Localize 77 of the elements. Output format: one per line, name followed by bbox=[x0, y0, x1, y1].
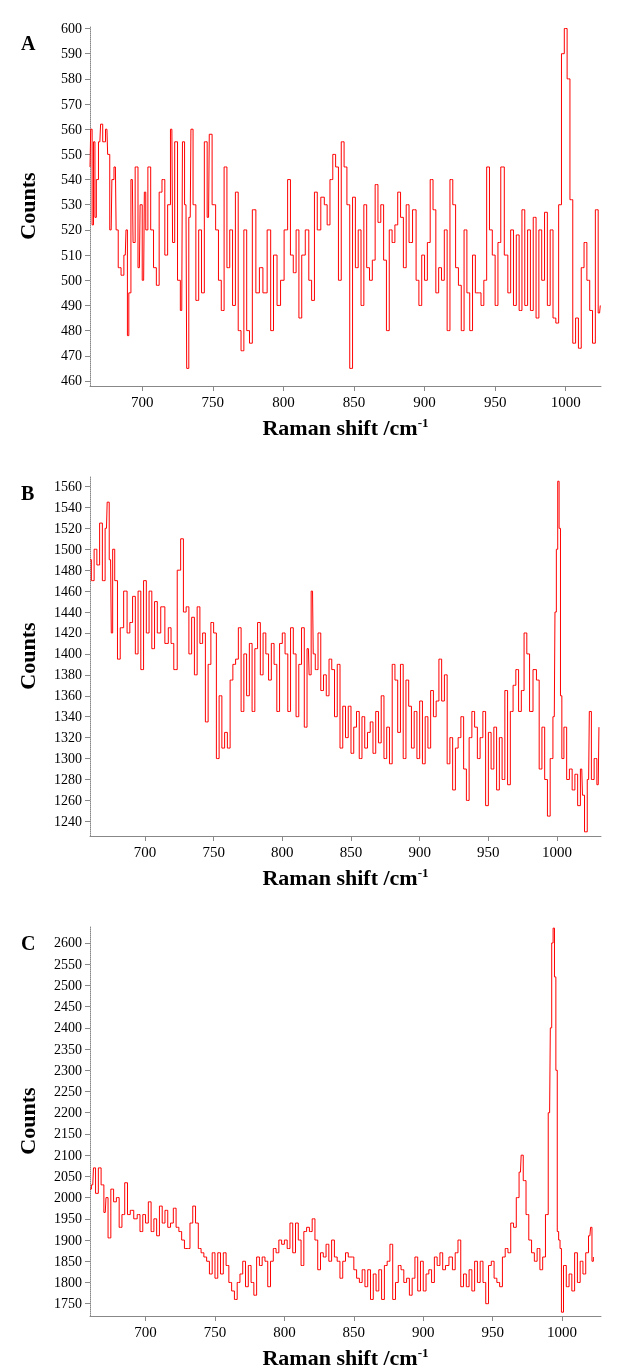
y-axis-title: Counts bbox=[14, 171, 40, 240]
x-tick-label: 700 bbox=[134, 1323, 157, 1340]
y-tick-label: 2500 bbox=[54, 977, 82, 993]
y-tick-label: 540 bbox=[61, 172, 82, 188]
x-tick-label: 850 bbox=[342, 393, 366, 410]
y-tick-label: 2600 bbox=[54, 935, 82, 951]
y-tick-label: 500 bbox=[61, 272, 82, 288]
y-tick-label: 2350 bbox=[54, 1041, 82, 1057]
y-tick-label: 1380 bbox=[54, 667, 82, 683]
y-axis-title: Counts bbox=[14, 1086, 40, 1155]
chart-title: B bbox=[21, 482, 35, 504]
y-tick-label: 1850 bbox=[54, 1253, 82, 1269]
x-tick-label: 1000 bbox=[542, 843, 573, 860]
y-tick-label: 1360 bbox=[54, 688, 82, 704]
x-tick-label: 800 bbox=[272, 393, 295, 410]
y-tick-label: 2150 bbox=[54, 1126, 82, 1142]
x-tick-label: 1000 bbox=[547, 1323, 578, 1340]
y-tick-label: 1750 bbox=[54, 1296, 82, 1312]
x-tick-label: 1000 bbox=[550, 393, 581, 410]
y-tick-label: 470 bbox=[61, 348, 82, 364]
y-axis-title: Counts bbox=[14, 621, 40, 690]
y-tick-label: 570 bbox=[61, 96, 82, 112]
x-tick-label: 950 bbox=[483, 393, 507, 410]
chart-title: C bbox=[21, 932, 36, 954]
y-tick-label: 2250 bbox=[54, 1084, 82, 1100]
x-tick-label: 750 bbox=[203, 1323, 227, 1340]
x-tick-label: 800 bbox=[271, 843, 294, 860]
y-tick-label: 480 bbox=[61, 323, 82, 339]
x-tick-label: 750 bbox=[202, 843, 225, 860]
y-tick-label: 520 bbox=[61, 222, 82, 238]
y-tick-label: 530 bbox=[61, 197, 82, 213]
y-tick-label: 590 bbox=[61, 46, 82, 62]
y-tick-label: 2550 bbox=[54, 956, 82, 972]
y-tick-label: 1400 bbox=[54, 646, 82, 662]
y-tick-label: 1500 bbox=[54, 541, 82, 557]
y-tick-label: 2200 bbox=[54, 1105, 82, 1121]
y-tick-label: 2400 bbox=[54, 1020, 82, 1036]
y-tick-label: 1520 bbox=[54, 520, 82, 536]
x-tick-label: 800 bbox=[273, 1323, 296, 1340]
x-tick-label: 950 bbox=[481, 1323, 504, 1340]
y-tick-label: 1340 bbox=[54, 709, 82, 725]
y-tick-label: 2300 bbox=[54, 1062, 82, 1078]
y-tick-label: 1260 bbox=[54, 792, 82, 808]
x-tick-label: 850 bbox=[339, 843, 363, 860]
y-tick-label: 2450 bbox=[54, 999, 82, 1015]
y-tick-label: 1540 bbox=[54, 499, 82, 515]
x-tick-label: 700 bbox=[130, 393, 154, 410]
y-tick-label: 1560 bbox=[54, 478, 82, 494]
y-tick-label: 1440 bbox=[54, 604, 82, 620]
x-tick-label: 700 bbox=[133, 843, 157, 860]
y-tick-label: 2050 bbox=[54, 1168, 82, 1184]
y-tick-label: 1900 bbox=[54, 1232, 82, 1248]
x-tick-label: 900 bbox=[412, 1323, 435, 1340]
y-tick-label: 1320 bbox=[54, 730, 82, 746]
y-tick-label: 1300 bbox=[54, 751, 82, 767]
y-tick-label: 1420 bbox=[54, 625, 82, 641]
y-tick-label: 1800 bbox=[54, 1274, 82, 1290]
y-tick-label: 1240 bbox=[54, 813, 82, 829]
y-tick-label: 1280 bbox=[54, 771, 82, 787]
y-tick-label: 580 bbox=[61, 71, 82, 87]
x-tick-label: 750 bbox=[201, 393, 225, 410]
y-tick-label: 550 bbox=[61, 146, 82, 162]
y-tick-label: 560 bbox=[61, 121, 82, 137]
y-tick-label: 2100 bbox=[54, 1147, 82, 1163]
x-tick-label: 850 bbox=[342, 1323, 366, 1340]
x-tick-label: 950 bbox=[477, 843, 500, 860]
y-tick-label: 510 bbox=[61, 247, 82, 263]
y-tick-label: 1950 bbox=[54, 1211, 82, 1227]
y-tick-label: 460 bbox=[61, 373, 82, 389]
y-tick-label: 1480 bbox=[54, 562, 82, 578]
y-tick-label: 490 bbox=[61, 297, 82, 313]
y-tick-label: 2000 bbox=[54, 1190, 82, 1206]
x-tick-label: 900 bbox=[413, 393, 436, 410]
y-tick-label: 600 bbox=[61, 21, 82, 37]
y-tick-label: 1460 bbox=[54, 583, 82, 599]
x-tick-label: 900 bbox=[408, 843, 431, 860]
chart-title: A bbox=[21, 32, 36, 54]
